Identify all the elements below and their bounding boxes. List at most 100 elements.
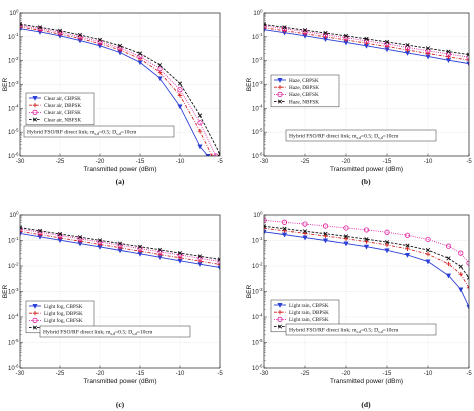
series-line: [20, 228, 220, 262]
annotation-text-text: =10cm: [137, 329, 153, 335]
y-tick-label-base: 10: [9, 11, 16, 17]
annotation-box: [23, 125, 175, 138]
legend-entry: Haze, NBFSK: [289, 99, 319, 105]
y-tick-label-exp: -3: [15, 287, 19, 292]
y-tick-label-base: 10: [8, 154, 15, 160]
x-axis-label: Transmitted power (dBm): [83, 166, 156, 173]
data-point: [197, 128, 203, 134]
y-tick-label-exp: -4: [259, 312, 263, 317]
data-point: [37, 26, 43, 32]
x-tick-label: -25: [56, 371, 65, 377]
x-tick-label: -30: [260, 371, 269, 377]
x-axis-label: Transmitted power (dBm): [330, 378, 403, 385]
data-point: [425, 248, 431, 253]
y-tick-label: 10-5: [8, 128, 19, 137]
data-point: [425, 51, 431, 56]
data-point: [363, 244, 370, 250]
data-point: [446, 49, 451, 54]
y-tick-label: 100: [9, 8, 19, 17]
x-tick-label: -30: [16, 159, 25, 165]
legend-marker: [277, 316, 283, 322]
legend-entry: Haze, DBPSK: [289, 85, 319, 91]
y-tick-label-exp: -5: [15, 128, 19, 133]
data-point: [217, 257, 220, 262]
data-point: [57, 29, 63, 35]
legend-marker: [32, 117, 38, 122]
y-tick-label: 10-3: [8, 287, 19, 296]
annotation-text-sub: s,d: [378, 329, 383, 335]
annotation-text-sub: s,d: [94, 131, 99, 137]
annotation-text-text: =0.5; D: [99, 129, 116, 135]
y-tick-label-base: 10: [253, 213, 260, 219]
y-tick-label-exp: -4: [15, 104, 19, 109]
series-line: [264, 225, 469, 278]
chart-panel: -30 -25 -20 -15 -10 -510010-110-210-310-410-5…: [2, 210, 223, 409]
data-point: [446, 261, 451, 267]
data-point: [302, 28, 308, 33]
legend-entry: Light fog, CBPSK: [44, 303, 83, 310]
data-point: [466, 285, 469, 290]
data-point: [57, 232, 63, 239]
x-tick-label: -25: [56, 159, 65, 165]
data-point: [384, 229, 390, 235]
data-point: [384, 39, 390, 45]
y-tick-label: 10-2: [8, 261, 19, 270]
y-tick-label: 100: [253, 8, 263, 17]
legend-marker: [32, 317, 38, 323]
y-tick-label-base: 10: [252, 130, 259, 136]
data-point: [466, 275, 469, 280]
y-tick-label: 100: [9, 210, 19, 219]
annotation-text: Hybrid FSO/RF direct link; ms,d=0.5; Ds,…: [43, 329, 153, 337]
series-line: [264, 231, 469, 308]
chart-panel: -30 -25 -20 -15 -10 -510010-110-210-310-410-5…: [2, 8, 223, 186]
legend-marker: [277, 324, 283, 329]
x-tick-label: -15: [136, 371, 145, 377]
y-tick-label-base: 10: [8, 35, 15, 41]
data-point: [322, 223, 329, 229]
data-point: [445, 273, 452, 279]
legend-entry: Light fog, CBFSK: [44, 317, 83, 324]
data-point: [425, 46, 431, 51]
legend-entry: Light rain, CBFSK: [289, 317, 329, 323]
legend-marker: [277, 302, 283, 308]
y-tick-label-exp: -1: [259, 32, 263, 37]
data-point: [281, 26, 288, 32]
data-point: [343, 33, 349, 38]
y-tick-label-base: 10: [252, 366, 259, 372]
data-point: [137, 53, 143, 60]
legend-entry: Light rain, DBPSK: [289, 310, 329, 316]
x-tick-label: -10: [424, 371, 433, 377]
y-tick-label: 100: [253, 210, 263, 219]
data-point: [20, 226, 23, 232]
annotation-text-sub: s,d: [110, 331, 115, 337]
data-point: [425, 236, 431, 243]
y-tick-label-exp: -3: [259, 80, 263, 85]
annotation-box: [285, 323, 437, 336]
x-tick-label: -20: [342, 159, 351, 165]
data-point: [177, 251, 183, 256]
x-tick-label: -15: [383, 159, 392, 165]
data-point: [446, 54, 451, 60]
y-tick-label: 10-4: [252, 104, 263, 113]
annotation: Hybrid FSO/RF direct link; ms,d=0.5; Ds,…: [285, 323, 437, 336]
data-point: [177, 87, 183, 93]
annotation-text-sub: s,d: [132, 331, 137, 337]
annotation-text-text: Hybrid FSO/RF direct link; m: [43, 329, 111, 335]
y-tick-label: 10-4: [8, 104, 19, 113]
annotation-box: [285, 129, 437, 142]
series-group: [20, 225, 220, 271]
data-point: [302, 229, 308, 234]
y-tick-label-base: 10: [8, 239, 15, 245]
y-tick-label-base: 10: [252, 154, 259, 160]
y-tick-label-base: 10: [252, 35, 259, 41]
data-point: [302, 221, 308, 227]
data-point: [363, 227, 370, 233]
data-point: [37, 25, 43, 30]
x-tick-label: -10: [176, 371, 185, 377]
y-tick-label: 10-2: [8, 56, 19, 65]
y-tick-label: 10-1: [252, 236, 263, 245]
data-point: [177, 93, 183, 98]
y-tick-label: 10-3: [8, 80, 19, 89]
legend-marker: [277, 310, 283, 315]
